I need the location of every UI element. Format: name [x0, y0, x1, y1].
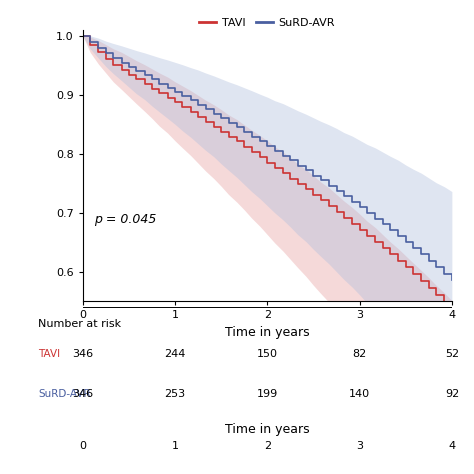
Text: SuRD-AVR: SuRD-AVR: [38, 389, 91, 400]
X-axis label: Time in years: Time in years: [225, 326, 310, 339]
Text: 82: 82: [353, 349, 367, 359]
Text: 52: 52: [445, 349, 459, 359]
Text: 346: 346: [72, 349, 93, 359]
Legend: TAVI, SuRD-AVR: TAVI, SuRD-AVR: [195, 14, 339, 33]
Text: 150: 150: [257, 349, 278, 359]
Text: 4: 4: [448, 441, 456, 451]
Text: 92: 92: [445, 389, 459, 400]
Text: 346: 346: [72, 389, 93, 400]
Text: 140: 140: [349, 389, 370, 400]
Text: Number at risk: Number at risk: [38, 319, 122, 329]
Text: 0: 0: [79, 441, 86, 451]
Text: TAVI: TAVI: [38, 349, 61, 359]
Text: 199: 199: [257, 389, 278, 400]
Text: p = 0.045: p = 0.045: [94, 213, 156, 227]
Text: 244: 244: [164, 349, 186, 359]
Text: 2: 2: [264, 441, 271, 451]
Text: 253: 253: [164, 389, 186, 400]
Text: 1: 1: [172, 441, 179, 451]
Text: 3: 3: [356, 441, 363, 451]
Text: Time in years: Time in years: [225, 423, 310, 437]
